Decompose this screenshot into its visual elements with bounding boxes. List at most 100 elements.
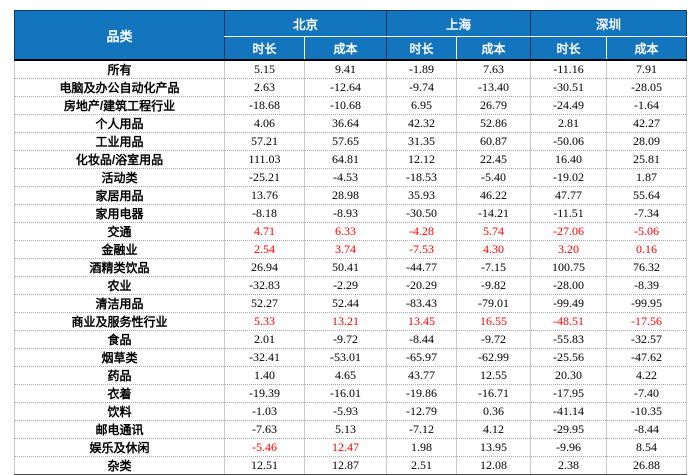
value-cell: 2.51	[386, 456, 457, 475]
category-cell: 金融业	[14, 240, 225, 259]
value-cell: 12.51	[224, 456, 305, 475]
category-cell: 食品	[14, 330, 225, 349]
value-cell: 13.95	[456, 438, 531, 457]
table-row: 娱乐及休闲 -5.46 12.47 1.98 13.95 -9.96 8.54	[14, 438, 688, 457]
value-cell: -20.29	[386, 276, 457, 295]
value-cell: 111.03	[224, 150, 305, 169]
value-cell: -28.00	[530, 276, 607, 295]
value-cell: -5.46	[224, 438, 305, 457]
value-cell: 64.81	[303, 150, 387, 169]
value-cell: 2.81	[530, 114, 607, 133]
table-row: 房地产/建筑工程行业 -18.68 -10.68 6.95 26.79 -24.49 -1.…	[14, 96, 688, 115]
value-cell: -9.72	[456, 330, 531, 349]
value-cell: -10.35	[606, 402, 688, 421]
category-cell: 交通	[14, 222, 225, 241]
value-cell: 9.41	[303, 59, 387, 79]
value-cell: 13.45	[386, 312, 457, 331]
city-header-shanghai: 上海	[386, 10, 531, 37]
value-cell: 6.95	[386, 96, 457, 115]
category-cell: 农业	[14, 276, 225, 295]
value-cell: 26.94	[224, 258, 305, 277]
value-cell: 4.30	[456, 240, 531, 259]
value-cell: -18.68	[224, 96, 305, 115]
value-cell: 26.79	[456, 96, 531, 115]
value-cell: 47.77	[530, 186, 607, 205]
value-cell: 5.13	[303, 420, 387, 439]
value-cell: -16.71	[456, 384, 531, 403]
value-cell: 5.33	[224, 312, 305, 331]
value-cell: 42.27	[606, 114, 688, 133]
category-cell: 家居用品	[14, 186, 225, 205]
value-cell: -2.29	[303, 276, 387, 295]
table-row: 金融业 2.54 3.74 -7.53 4.30 3.20 0.16	[14, 240, 688, 259]
value-cell: -12.64	[303, 78, 387, 97]
value-cell: 12.87	[303, 456, 387, 475]
value-cell: -62.99	[456, 348, 531, 367]
value-cell: 1.87	[606, 168, 688, 187]
table-row: 邮电通讯 -7.63 5.13 -7.12 4.12 -29.95 -8.44	[14, 420, 688, 439]
table-row: 烟草类 -32.41 -53.01 -65.97 -62.99 -25.56 -47.62	[14, 348, 688, 367]
value-cell: -30.50	[386, 204, 457, 223]
category-cell: 所有	[14, 59, 225, 79]
value-cell: 55.64	[606, 186, 688, 205]
value-cell: 12.55	[456, 366, 531, 385]
value-cell: -10.68	[303, 96, 387, 115]
value-cell: 2.63	[224, 78, 305, 97]
subcolumn-header-cost-beijing: 成本	[303, 36, 387, 60]
value-cell: -19.86	[386, 384, 457, 403]
value-cell: -79.01	[456, 294, 531, 313]
subcolumn-header-row: 时长 成本 时长 成本 时长 成本	[15, 36, 688, 60]
table-row: 饮料 -1.03 -5.93 -12.79 0.36 -41.14 -10.35	[14, 402, 688, 421]
value-cell: -65.97	[386, 348, 457, 367]
value-cell: -1.64	[606, 96, 688, 115]
category-cell: 衣着	[14, 384, 225, 403]
category-cell: 酒精类饮品	[14, 258, 225, 277]
value-cell: -8.18	[224, 204, 305, 223]
value-cell: 0.36	[456, 402, 531, 421]
value-cell: 42.32	[386, 114, 457, 133]
value-cell: -7.12	[386, 420, 457, 439]
column-header-category: 品类	[14, 10, 225, 60]
table-header: 品类 北京 上海 深圳 时长 成本 时长 成本 时长 成本	[14, 10, 688, 60]
subcolumn-header-duration-shanghai: 时长	[386, 36, 457, 60]
value-cell: 5.15	[224, 59, 305, 79]
table-row: 家居用品 13.76 28.98 35.93 46.22 47.77 55.64	[14, 186, 688, 205]
city-category-metrics-table: 品类 北京 上海 深圳 时长 成本 时长 成本 时长 成本 所有 5.15 9.41 -1.89 7.…	[14, 10, 688, 475]
table-row: 食品 2.01 -9.72 -8.44 -9.72 -55.83 -32.57	[14, 330, 688, 349]
value-cell: 4.65	[303, 366, 387, 385]
value-cell: 1.98	[386, 438, 457, 457]
value-cell: 4.06	[224, 114, 305, 133]
value-cell: -19.02	[530, 168, 607, 187]
value-cell: 12.08	[456, 456, 531, 475]
table-row: 化妆品/浴室用品 111.03 64.81 12.12 22.45 16.40 25.81	[14, 150, 688, 169]
value-cell: 57.65	[303, 132, 387, 151]
category-cell: 化妆品/浴室用品	[14, 150, 225, 169]
value-cell: 12.47	[303, 438, 387, 457]
value-cell: -9.72	[303, 330, 387, 349]
value-cell: 13.76	[224, 186, 305, 205]
value-cell: -32.83	[224, 276, 305, 295]
value-cell: 4.71	[224, 222, 305, 241]
value-cell: 3.20	[530, 240, 607, 259]
value-cell: -99.95	[606, 294, 688, 313]
value-cell: -24.49	[530, 96, 607, 115]
value-cell: -53.01	[303, 348, 387, 367]
city-header-beijing: 北京	[223, 10, 387, 37]
category-cell: 饮料	[14, 402, 225, 421]
value-cell: 12.12	[386, 150, 457, 169]
value-cell: -11.16	[530, 59, 607, 79]
category-cell: 房地产/建筑工程行业	[14, 96, 225, 115]
table-row: 商业及服务性行业 5.33 13.21 13.45 16.55 -48.51 -17.56	[14, 312, 688, 331]
value-cell: 8.54	[606, 438, 688, 457]
city-header-shenzhen: 深圳	[530, 10, 688, 37]
value-cell: 2.38	[530, 456, 607, 475]
value-cell: -9.74	[386, 78, 457, 97]
value-cell: 46.22	[456, 186, 531, 205]
value-cell: 52.44	[303, 294, 387, 313]
value-cell: -8.39	[606, 276, 688, 295]
value-cell: -17.95	[530, 384, 607, 403]
value-cell: 25.81	[606, 150, 688, 169]
table-row: 工业用品 57.21 57.65 31.35 60.87 -50.06 28.09	[14, 132, 688, 151]
value-cell: 4.12	[456, 420, 531, 439]
table-row: 所有 5.15 9.41 -1.89 7.63 -11.16 7.91	[14, 59, 688, 79]
